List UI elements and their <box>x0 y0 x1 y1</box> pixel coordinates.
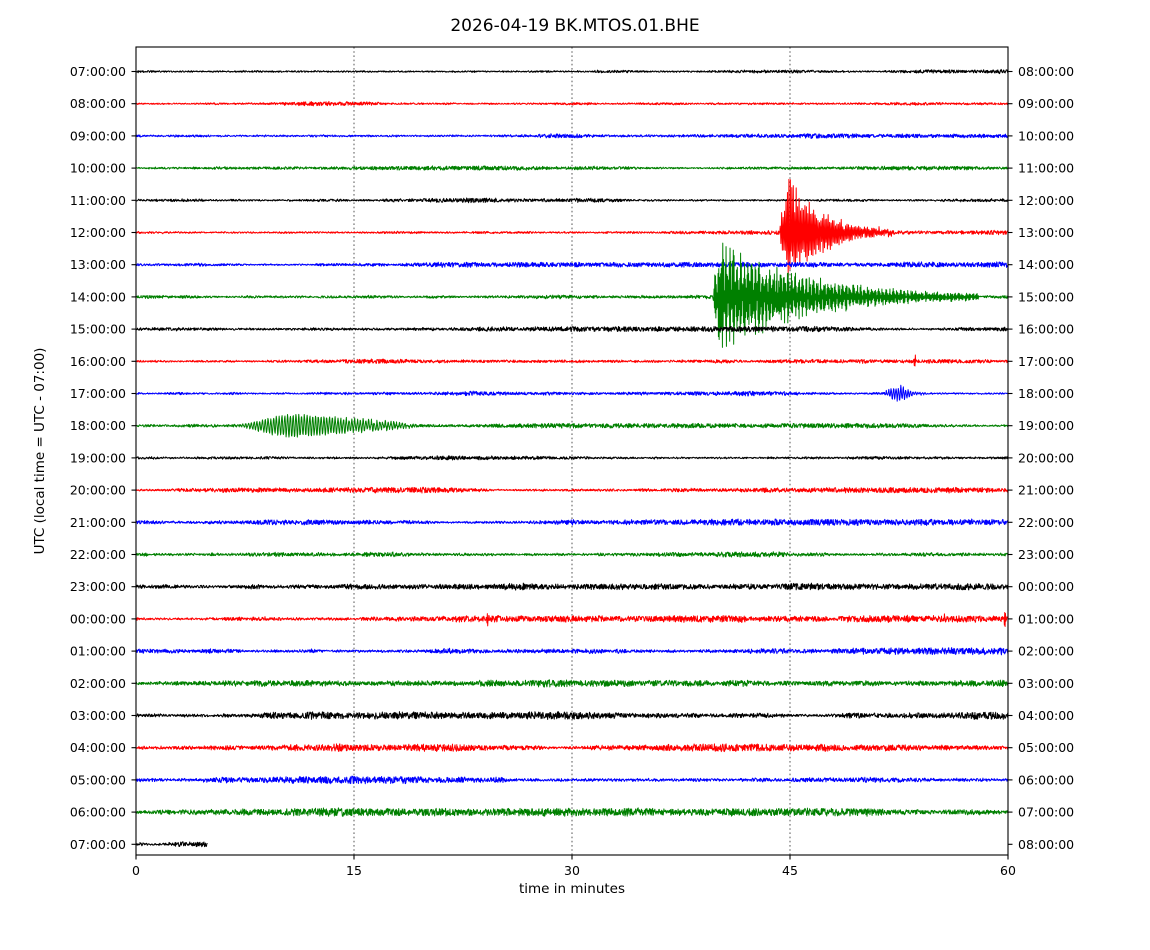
right-tick-label-4: 12:00:00 <box>1018 193 1074 208</box>
left-tick-label-12: 19:00:00 <box>70 450 126 465</box>
left-tick-label-6: 13:00:00 <box>70 257 126 272</box>
left-tick-label-1: 08:00:00 <box>70 96 126 111</box>
trace-row-0 <box>135 68 1009 75</box>
trace-row-16 <box>135 582 1009 591</box>
right-tick-label-16: 00:00:00 <box>1018 579 1074 594</box>
bottom-tick-label-1: 15 <box>346 863 362 878</box>
right-tick-label-21: 05:00:00 <box>1018 740 1074 755</box>
left-tick-label-20: 03:00:00 <box>70 708 126 723</box>
trace-row-11 <box>135 413 1009 438</box>
right-axis-tick-labels: 08:00:00 09:00:00 10:00:00 11:00:00 12:00:00… <box>1018 64 1074 852</box>
right-tick-label-1: 09:00:00 <box>1018 96 1074 111</box>
left-tick-label-24: 07:00:00 <box>70 837 126 852</box>
trace-row-13 <box>135 486 1009 494</box>
bottom-tick-label-0: 0 <box>132 863 140 878</box>
right-tick-label-14: 22:00:00 <box>1018 515 1074 530</box>
left-tick-label-17: 00:00:00 <box>70 611 126 626</box>
right-tick-label-20: 04:00:00 <box>1018 708 1074 723</box>
trace-row-24 <box>135 841 208 848</box>
left-tick-label-11: 18:00:00 <box>70 418 126 433</box>
trace-row-10 <box>135 384 1009 402</box>
right-tick-label-22: 06:00:00 <box>1018 772 1074 787</box>
trace-row-12 <box>135 455 1009 461</box>
right-tick-label-19: 03:00:00 <box>1018 676 1074 691</box>
left-tick-label-23: 06:00:00 <box>70 805 126 820</box>
right-tick-label-3: 11:00:00 <box>1018 161 1074 176</box>
trace-row-4 <box>135 197 1009 204</box>
left-tick-label-0: 07:00:00 <box>70 64 126 79</box>
trace-row-7 <box>135 242 1009 348</box>
trace-row-2 <box>135 133 1009 139</box>
left-tick-label-15: 22:00:00 <box>70 547 126 562</box>
right-tick-label-5: 13:00:00 <box>1018 225 1074 240</box>
trace-row-1 <box>135 100 1009 107</box>
y-axis-label: UTC (local time = UTC - 07:00) <box>32 348 48 555</box>
trace-row-22 <box>135 775 1009 785</box>
left-tick-label-16: 23:00:00 <box>70 579 126 594</box>
trace-row-8 <box>135 325 1009 333</box>
right-tick-label-18: 02:00:00 <box>1018 644 1074 659</box>
right-tick-label-17: 01:00:00 <box>1018 611 1074 626</box>
right-tick-label-2: 10:00:00 <box>1018 128 1074 143</box>
trace-row-5 <box>135 178 1009 277</box>
right-tick-label-23: 07:00:00 <box>1018 805 1074 820</box>
left-tick-label-8: 15:00:00 <box>70 322 126 337</box>
bottom-tick-label-2: 30 <box>564 863 580 878</box>
right-tick-label-11: 19:00:00 <box>1018 418 1074 433</box>
trace-row-3 <box>135 165 1009 171</box>
right-tick-label-10: 18:00:00 <box>1018 386 1074 401</box>
left-tick-label-13: 20:00:00 <box>70 483 126 498</box>
trace-row-20 <box>135 711 1009 720</box>
right-tick-label-12: 20:00:00 <box>1018 450 1074 465</box>
trace-group <box>135 68 1009 848</box>
left-axis-tick-labels: 07:00:00 08:00:00 09:00:00 10:00:00 11:00:00… <box>70 64 126 852</box>
right-tick-label-8: 16:00:00 <box>1018 322 1074 337</box>
left-tick-label-4: 11:00:00 <box>70 193 126 208</box>
bottom-axis-tick-labels: 0 15 30 45 60 <box>132 863 1016 878</box>
left-tick-label-5: 12:00:00 <box>70 225 126 240</box>
x-axis-label: time in minutes <box>519 881 625 897</box>
bottom-tick-label-4: 60 <box>1000 863 1016 878</box>
trace-row-14 <box>135 518 1009 526</box>
left-tick-label-18: 01:00:00 <box>70 644 126 659</box>
trace-row-23 <box>135 807 1009 817</box>
trace-row-6 <box>135 261 1009 268</box>
right-tick-label-9: 17:00:00 <box>1018 354 1074 369</box>
trace-row-19 <box>135 679 1009 688</box>
left-tick-label-10: 17:00:00 <box>70 386 126 401</box>
left-tick-label-14: 21:00:00 <box>70 515 126 530</box>
left-tick-label-2: 09:00:00 <box>70 128 126 143</box>
left-tick-label-19: 02:00:00 <box>70 676 126 691</box>
right-tick-label-7: 15:00:00 <box>1018 289 1074 304</box>
right-tick-label-15: 23:00:00 <box>1018 547 1074 562</box>
right-tick-label-13: 21:00:00 <box>1018 483 1074 498</box>
right-tick-label-6: 14:00:00 <box>1018 257 1074 272</box>
left-tick-label-7: 14:00:00 <box>70 289 126 304</box>
left-tick-label-22: 05:00:00 <box>70 772 126 787</box>
trace-row-17 <box>135 612 1009 627</box>
left-tick-label-3: 10:00:00 <box>70 161 126 176</box>
trace-row-15 <box>135 551 1009 558</box>
bottom-tick-label-3: 45 <box>782 863 798 878</box>
page-title: 2026-04-19 BK.MTOS.01.BHE <box>450 16 699 36</box>
trace-row-21 <box>135 743 1009 753</box>
trace-row-9 <box>135 354 1009 367</box>
axis-ticks <box>131 70 1013 860</box>
left-tick-label-9: 16:00:00 <box>70 354 126 369</box>
right-tick-label-0: 08:00:00 <box>1018 64 1074 79</box>
left-tick-label-21: 04:00:00 <box>70 740 126 755</box>
trace-row-18 <box>135 647 1009 656</box>
right-tick-label-24: 08:00:00 <box>1018 837 1074 852</box>
